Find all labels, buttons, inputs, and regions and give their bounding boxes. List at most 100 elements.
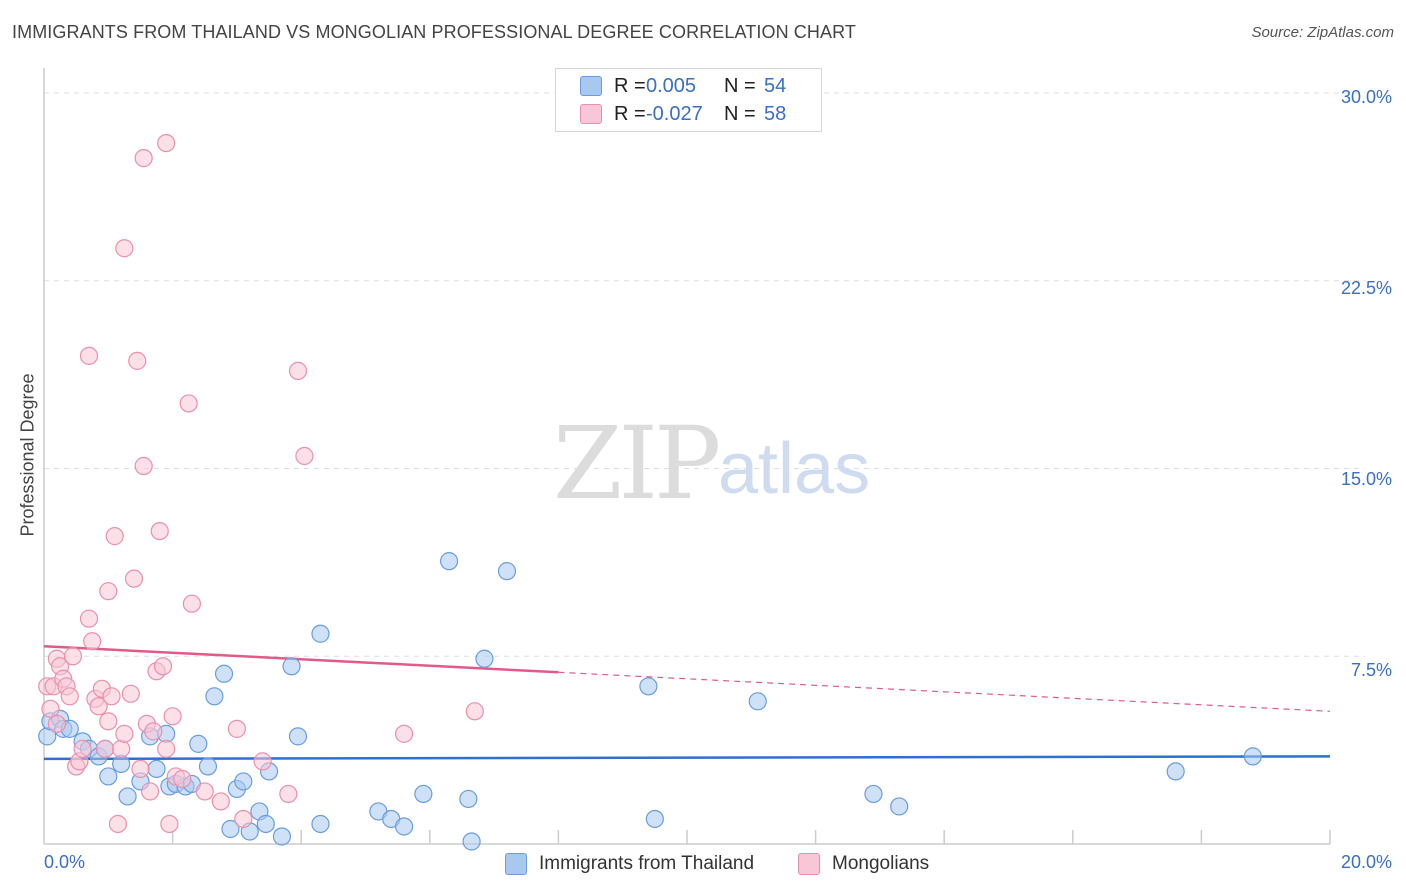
watermark-zip: ZIP: [553, 405, 721, 522]
point-mongolians: [234, 809, 253, 829]
x-tick-label-max: 20.0%: [1340, 852, 1392, 872]
point-mongolians: [73, 739, 92, 758]
legend-n-value: 58: [764, 102, 787, 125]
point-mongolians: [160, 814, 179, 834]
point-mongolians: [89, 697, 108, 716]
legend-swatch-pink: [798, 853, 820, 875]
point-mongolians: [465, 702, 484, 721]
point-mongolians: [195, 782, 214, 801]
bottom-legend-label: Mongolians: [832, 853, 930, 874]
point-mongolians: [150, 521, 169, 541]
point-mongolians: [295, 446, 314, 466]
point-mongolians: [108, 814, 128, 834]
point-mongolians: [173, 769, 192, 789]
point-mongolians: [41, 699, 60, 718]
point-thailand: [118, 787, 137, 806]
bottom-legend-thailand[interactable]: Immigrants from Thailand: [505, 852, 754, 876]
legend-r-value: -0.027: [646, 102, 703, 125]
point-mongolians: [124, 569, 144, 588]
chart-title: IMMIGRANTS FROM THAILAND VS MONGOLIAN PR…: [12, 22, 856, 42]
point-mongolians: [140, 782, 160, 801]
point-mongolians: [131, 759, 150, 779]
legend-row-thailand: R = 0.005 N = 54: [580, 75, 786, 97]
point-mongolians: [115, 724, 134, 743]
grid-lines: [44, 92, 1365, 844]
point-mongolians: [60, 687, 79, 706]
point-mongolians: [128, 351, 147, 370]
y-tick-label: 15.0%: [1340, 469, 1392, 489]
bottom-legend-label: Immigrants from Thailand: [539, 853, 755, 874]
point-mongolians: [95, 739, 115, 758]
point-mongolians: [179, 394, 198, 413]
x-tick-label-min: 0.0%: [44, 852, 86, 872]
point-mongolians: [227, 719, 246, 738]
point-thailand: [864, 784, 883, 804]
point-mongolians: [47, 714, 66, 733]
point-thailand: [234, 772, 253, 791]
y-tick-label: 30.0%: [1340, 87, 1392, 107]
point-thailand: [459, 789, 478, 809]
scatter-points: [38, 133, 1262, 851]
point-thailand: [198, 757, 218, 776]
legend-row-mongolians: R = -0.027 N = 58: [580, 103, 786, 125]
point-thailand: [639, 677, 658, 696]
point-thailand: [99, 767, 118, 786]
bottom-legend-mongolians[interactable]: Mongolians: [798, 852, 929, 876]
point-thailand: [282, 657, 301, 676]
point-mongolians: [63, 647, 83, 666]
point-mongolians: [157, 133, 176, 153]
point-mongolians: [115, 239, 134, 258]
legend-n-value: 54: [764, 74, 787, 97]
point-thailand: [147, 759, 166, 779]
point-mongolians: [144, 722, 163, 741]
point-mongolians: [112, 739, 131, 758]
point-thailand: [497, 562, 517, 581]
point-thailand: [1243, 747, 1262, 766]
point-mongolians: [394, 724, 414, 743]
point-mongolians: [157, 739, 176, 758]
point-thailand: [414, 784, 433, 804]
point-thailand: [288, 727, 308, 746]
watermark-atlas: atlas: [718, 429, 871, 509]
point-thailand: [394, 817, 414, 836]
point-mongolians: [288, 361, 308, 380]
point-mongolians: [102, 687, 121, 706]
point-mongolians: [99, 582, 118, 601]
point-thailand: [890, 797, 909, 816]
legend-r-label: R =: [614, 102, 646, 125]
point-mongolians: [99, 712, 118, 731]
point-mongolians: [211, 792, 230, 811]
point-thailand: [189, 734, 208, 753]
point-thailand: [475, 649, 494, 668]
point-mongolians: [163, 707, 182, 726]
legend-r-label: R =: [614, 74, 646, 97]
legend-n-label: N =: [724, 74, 756, 97]
point-thailand: [272, 827, 292, 846]
point-mongolians: [134, 456, 153, 476]
point-mongolians: [105, 527, 124, 546]
point-thailand: [645, 809, 664, 829]
legend-n-label: N =: [724, 102, 756, 125]
point-mongolians: [79, 609, 99, 628]
point-thailand: [214, 664, 234, 683]
y-tick-label: 7.5%: [1350, 660, 1392, 680]
point-mongolians: [253, 752, 272, 771]
point-thailand: [462, 832, 481, 851]
legend-swatch-blue: [580, 76, 602, 96]
point-mongolians: [182, 594, 201, 613]
point-thailand: [256, 814, 275, 834]
legend-r-value: 0.005: [646, 74, 697, 97]
source-label: Source: ZipAtlas.com: [1251, 24, 1394, 41]
point-thailand: [311, 624, 330, 643]
trend-line-mongolians: [43, 644, 559, 674]
correlation-legend: R = 0.005 N = 54 R = -0.027 N = 58: [555, 68, 822, 132]
point-mongolians: [134, 149, 153, 168]
trend-line-extension-mongolians: [558, 671, 1331, 712]
point-thailand: [205, 687, 224, 706]
point-mongolians: [83, 632, 102, 651]
legend-swatch-pink: [580, 104, 602, 124]
legend-swatch-blue: [505, 853, 527, 875]
point-thailand: [311, 814, 330, 834]
point-thailand: [221, 819, 240, 839]
